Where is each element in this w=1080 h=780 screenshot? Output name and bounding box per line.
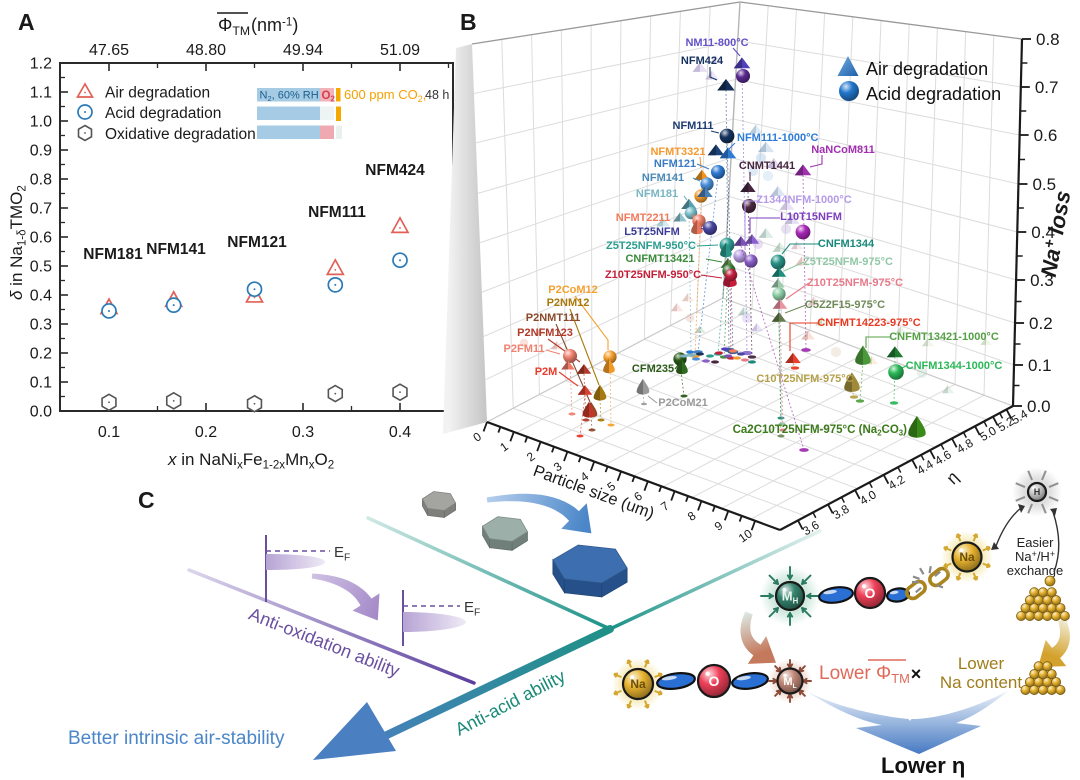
svg-text:P2NMT111: P2NMT111 xyxy=(526,312,580,324)
svg-text:P2CoM21: P2CoM21 xyxy=(658,397,708,409)
svg-text:P2CoM12: P2CoM12 xyxy=(548,284,598,296)
svg-text:0.6: 0.6 xyxy=(30,230,52,247)
svg-text:NFMT3321: NFMT3321 xyxy=(650,146,705,158)
svg-text:NFM141: NFM141 xyxy=(642,172,684,184)
svg-text:N2​, 60% RH: N2​, 60% RH xyxy=(260,90,319,103)
svg-text:NM11-800°C: NM11-800°C xyxy=(685,37,748,49)
svg-text:Oxidative degradation: Oxidative degradation xyxy=(105,126,256,143)
svg-text:CNMT1441: CNMT1441 xyxy=(739,160,795,172)
svg-text:Lower: Lower xyxy=(958,654,1005,673)
svg-text:Air degradation: Air degradation xyxy=(866,59,988,79)
svg-text:0.2: 0.2 xyxy=(30,346,52,363)
svg-text:Z5T25NFM-950°C: Z5T25NFM-950°C xyxy=(606,240,696,252)
svg-text:NFM111: NFM111 xyxy=(673,120,714,132)
svg-text:Acid degradation: Acid degradation xyxy=(105,105,221,122)
svg-text:0.8: 0.8 xyxy=(30,172,52,189)
svg-text:×: × xyxy=(911,664,922,684)
svg-text:CNFMT13421: CNFMT13421 xyxy=(625,253,694,265)
svg-text:0.0: 0.0 xyxy=(1027,397,1051,416)
svg-text:0.7: 0.7 xyxy=(1035,78,1059,97)
svg-text:Z1344NFM-1000°C: Z1344NFM-1000°C xyxy=(756,194,852,206)
svg-text:Lower η: Lower η xyxy=(881,753,965,778)
svg-text:47.65: 47.65 xyxy=(89,42,129,59)
svg-text:P2M: P2M xyxy=(535,366,558,378)
svg-text:0.2: 0.2 xyxy=(1029,314,1053,333)
svg-text:O: O xyxy=(865,585,876,601)
svg-text:P2NM12: P2NM12 xyxy=(547,297,590,309)
svg-text:0.0: 0.0 xyxy=(30,404,52,421)
svg-text:0.9: 0.9 xyxy=(30,143,52,160)
svg-text:exchange: exchange xyxy=(1007,563,1063,578)
svg-text:1.1: 1.1 xyxy=(30,85,52,102)
svg-text:NFM121: NFM121 xyxy=(654,158,696,170)
svg-text:Z10T25NFM-950°C: Z10T25NFM-950°C xyxy=(605,269,701,281)
svg-text:NFM181: NFM181 xyxy=(636,188,678,200)
svg-text:0.4: 0.4 xyxy=(389,424,411,441)
svg-text:NFM141: NFM141 xyxy=(146,241,206,258)
svg-text:Na: Na xyxy=(959,550,975,564)
svg-text:NFM424: NFM424 xyxy=(365,162,425,179)
svg-text:Acid degradation: Acid degradation xyxy=(866,84,1001,104)
svg-text:Na content: Na content xyxy=(940,673,1022,692)
svg-text:O: O xyxy=(709,673,720,689)
svg-text:0.3: 0.3 xyxy=(30,317,52,334)
svg-text:Na+​/H+​: Na+​/H+​ xyxy=(1015,549,1055,564)
svg-text:x in NaNix​Fe1-2x​Mnx​O2​: x in NaNix​Fe1-2x​Mnx​O2​ xyxy=(167,450,334,472)
svg-text:CNFMT14223-975°C: CNFMT14223-975°C xyxy=(817,317,920,329)
svg-text:L5T25NFM: L5T25NFM xyxy=(624,226,680,238)
svg-text:Z5T25NFM-975°C: Z5T25NFM-975°C xyxy=(803,256,893,268)
svg-text:600 ppm CO2​,: 600 ppm CO2​, xyxy=(344,87,426,104)
svg-text:δ in Na1-δ​TMO2​: δ in Na1-δ​TMO2​ xyxy=(7,185,29,300)
svg-text:1.2: 1.2 xyxy=(30,56,52,73)
svg-text:NFMT2211: NFMT2211 xyxy=(616,212,670,224)
svg-text:Better intrinsic air-stability: Better intrinsic air-stability xyxy=(68,728,285,749)
svg-text:NFM181: NFM181 xyxy=(83,246,143,263)
svg-text:CNFM1344: CNFM1344 xyxy=(818,238,875,250)
svg-text:NFM424: NFM424 xyxy=(681,55,724,67)
svg-text:H: H xyxy=(1034,487,1041,497)
svg-text:0.4: 0.4 xyxy=(1031,223,1055,242)
svg-text:1.0: 1.0 xyxy=(30,114,52,131)
svg-text:51.09: 51.09 xyxy=(380,42,420,59)
svg-text:0.8: 0.8 xyxy=(1036,30,1060,49)
svg-text:Lower ΦTM​: Lower ΦTM​ xyxy=(819,663,910,686)
svg-text:Ca2C10T25NFM-975°C (Na2​CO3​): Ca2C10T25NFM-975°C (Na2​CO3​) xyxy=(733,424,908,438)
svg-text:NFM111: NFM111 xyxy=(308,204,366,221)
svg-text:0.5: 0.5 xyxy=(30,259,52,276)
svg-text:Na: Na xyxy=(630,677,646,691)
svg-text:NaNCoM811: NaNCoM811 xyxy=(811,144,875,156)
svg-text:Easier: Easier xyxy=(1017,535,1055,550)
svg-text:48 h: 48 h xyxy=(425,88,449,102)
svg-text:C10T25NFM-975°C: C10T25NFM-975°C xyxy=(756,373,853,385)
svg-text:P2NFM123: P2NFM123 xyxy=(517,327,573,339)
svg-text:NFM121: NFM121 xyxy=(227,234,287,251)
svg-text:P2FM11: P2FM11 xyxy=(504,343,545,355)
svg-text:0.7: 0.7 xyxy=(30,201,52,218)
svg-text:48.80: 48.80 xyxy=(186,42,226,59)
svg-text:NFM111-1000°C: NFM111-1000°C xyxy=(737,132,818,144)
svg-text:0.3: 0.3 xyxy=(292,424,314,441)
svg-text:0.1: 0.1 xyxy=(98,424,120,441)
svg-text:CNFM1344-1000°C: CNFM1344-1000°C xyxy=(906,360,1003,372)
svg-text:0.1: 0.1 xyxy=(1028,356,1052,375)
svg-text:49.94: 49.94 xyxy=(283,42,323,59)
svg-text:0.6: 0.6 xyxy=(1034,126,1058,145)
svg-text:A: A xyxy=(18,9,35,35)
svg-text:Z10T25NFM-975°C: Z10T25NFM-975°C xyxy=(807,277,903,289)
svg-text:L10T15NFM: L10T15NFM xyxy=(780,211,842,223)
svg-text:0.5: 0.5 xyxy=(1032,175,1056,194)
svg-text:Air degradation: Air degradation xyxy=(105,85,210,102)
svg-text:B: B xyxy=(460,9,477,35)
svg-text:0.1: 0.1 xyxy=(30,375,52,392)
svg-text:CNFMT13421-1000°C: CNFMT13421-1000°C xyxy=(889,331,999,343)
svg-text:0.2: 0.2 xyxy=(195,424,217,441)
svg-text:CFM235: CFM235 xyxy=(632,363,674,375)
svg-text:0.4: 0.4 xyxy=(30,288,52,305)
svg-text:C5Z2F15-975°C: C5Z2F15-975°C xyxy=(805,299,885,311)
svg-text:C: C xyxy=(138,487,155,513)
svg-text:0.3: 0.3 xyxy=(1030,271,1054,290)
